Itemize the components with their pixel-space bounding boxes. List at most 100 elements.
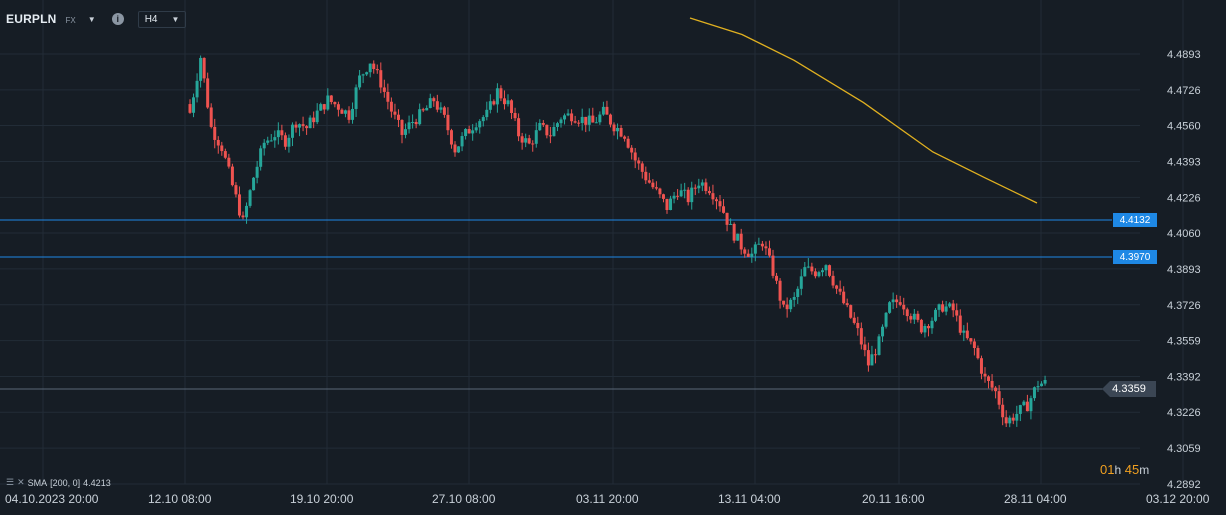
candle-up xyxy=(506,100,510,105)
y-tick-label: 4.2892 xyxy=(1167,479,1201,491)
candle-down xyxy=(647,180,651,183)
candle-down xyxy=(206,78,210,108)
candle-down xyxy=(955,310,959,316)
candle-down xyxy=(909,316,913,320)
candle-down xyxy=(722,206,726,213)
candle-up xyxy=(411,121,415,123)
level-line-label-1[interactable]: 4.4132 xyxy=(1113,213,1157,227)
candle-down xyxy=(213,126,217,140)
y-tick-label: 4.4560 xyxy=(1167,121,1201,133)
close-icon[interactable]: ✕ xyxy=(17,477,25,487)
candle-up xyxy=(259,148,263,167)
candle-up xyxy=(566,113,570,116)
candle-down xyxy=(393,111,397,115)
candles xyxy=(188,55,1047,428)
candle-down xyxy=(626,138,630,148)
candle-down xyxy=(661,194,665,199)
candle-down xyxy=(916,313,920,320)
candle-down xyxy=(333,101,337,105)
candle-down xyxy=(584,116,588,125)
candle-down xyxy=(693,187,697,189)
candle-down xyxy=(223,151,227,158)
candle-down xyxy=(382,87,386,92)
candle-down xyxy=(665,198,669,211)
candle-up xyxy=(361,74,365,76)
candle-down xyxy=(676,195,680,197)
candle-up xyxy=(962,330,966,333)
candle-down xyxy=(605,106,609,115)
candle-down xyxy=(838,288,842,292)
candle-down xyxy=(644,171,648,181)
candle-down xyxy=(810,266,814,272)
candle-down xyxy=(654,187,658,189)
symbol-name[interactable]: EURPLN xyxy=(6,12,57,26)
y-tick-label: 4.4393 xyxy=(1167,156,1201,168)
candle-down xyxy=(623,136,627,139)
candle-down xyxy=(188,104,192,113)
candle-up xyxy=(1008,417,1012,424)
candle-up xyxy=(368,63,372,73)
timeframe-select[interactable]: H4 ▼ xyxy=(137,10,187,28)
candle-down xyxy=(767,248,771,256)
candle-down xyxy=(230,166,234,186)
info-icon[interactable]: i xyxy=(111,13,124,25)
chevron-down-icon[interactable]: ▼ xyxy=(87,14,96,24)
candle-down xyxy=(329,95,333,102)
countdown-hours: 01 xyxy=(1100,462,1115,477)
candle-up xyxy=(269,140,273,142)
y-tick-label: 4.3726 xyxy=(1167,300,1201,312)
candle-up xyxy=(729,223,733,225)
candle-down xyxy=(336,104,340,110)
candle-down xyxy=(835,285,839,289)
level-line-label-2[interactable]: 4.3970 xyxy=(1113,250,1157,264)
indicator-value: 4.4213 xyxy=(83,477,111,488)
settings-icon[interactable]: ☰ xyxy=(6,477,15,487)
candle-down xyxy=(658,188,662,195)
candle-down xyxy=(541,123,545,125)
candle-up xyxy=(266,140,270,143)
candle-down xyxy=(570,113,574,122)
candle-up xyxy=(245,205,249,218)
candle-down xyxy=(241,215,245,218)
candle-down xyxy=(202,57,206,79)
candle-up xyxy=(817,272,821,277)
candle-down xyxy=(577,122,581,124)
y-tick-label: 4.4226 xyxy=(1167,192,1201,204)
candle-down xyxy=(237,194,241,216)
candle-up xyxy=(248,190,252,206)
candle-down xyxy=(711,193,715,200)
horizontal-lines xyxy=(0,219,1112,390)
candle-down xyxy=(919,319,923,333)
candle-up xyxy=(1032,387,1036,399)
candle-up xyxy=(679,190,683,197)
candle-down xyxy=(467,128,471,134)
candle-up xyxy=(192,97,196,113)
candle-down xyxy=(502,98,506,105)
candle-up xyxy=(252,177,256,191)
candle-down xyxy=(990,380,994,388)
candle-up xyxy=(912,313,916,320)
y-axis: 4.4893 4.4726 4.4560 4.4393 4.4226 4.4060 4.38… xyxy=(1167,49,1201,491)
x-tick-label: 20.11 16:00 xyxy=(862,492,925,506)
candle-up xyxy=(803,267,807,277)
candle-down xyxy=(718,201,722,207)
candle-up xyxy=(287,137,291,147)
indicator-legend: ☰ ✕ SMA [200, 0] 4.4213 xyxy=(6,477,111,488)
candle-up xyxy=(799,276,803,289)
candle-up xyxy=(683,189,687,191)
y-tick-label: 4.4060 xyxy=(1167,228,1201,240)
candle-down xyxy=(902,304,906,310)
candle-up xyxy=(891,299,895,303)
candle-down xyxy=(852,317,856,323)
candle-up xyxy=(276,130,280,138)
candle-down xyxy=(895,299,899,303)
candle-down xyxy=(340,109,344,114)
candle-down xyxy=(312,117,316,123)
candle-up xyxy=(262,142,266,149)
x-tick-label: 03.12 20:00 xyxy=(1146,492,1210,506)
countdown-hours-unit: h xyxy=(1114,463,1122,477)
candle-down xyxy=(764,246,768,249)
candle-down xyxy=(739,233,743,250)
